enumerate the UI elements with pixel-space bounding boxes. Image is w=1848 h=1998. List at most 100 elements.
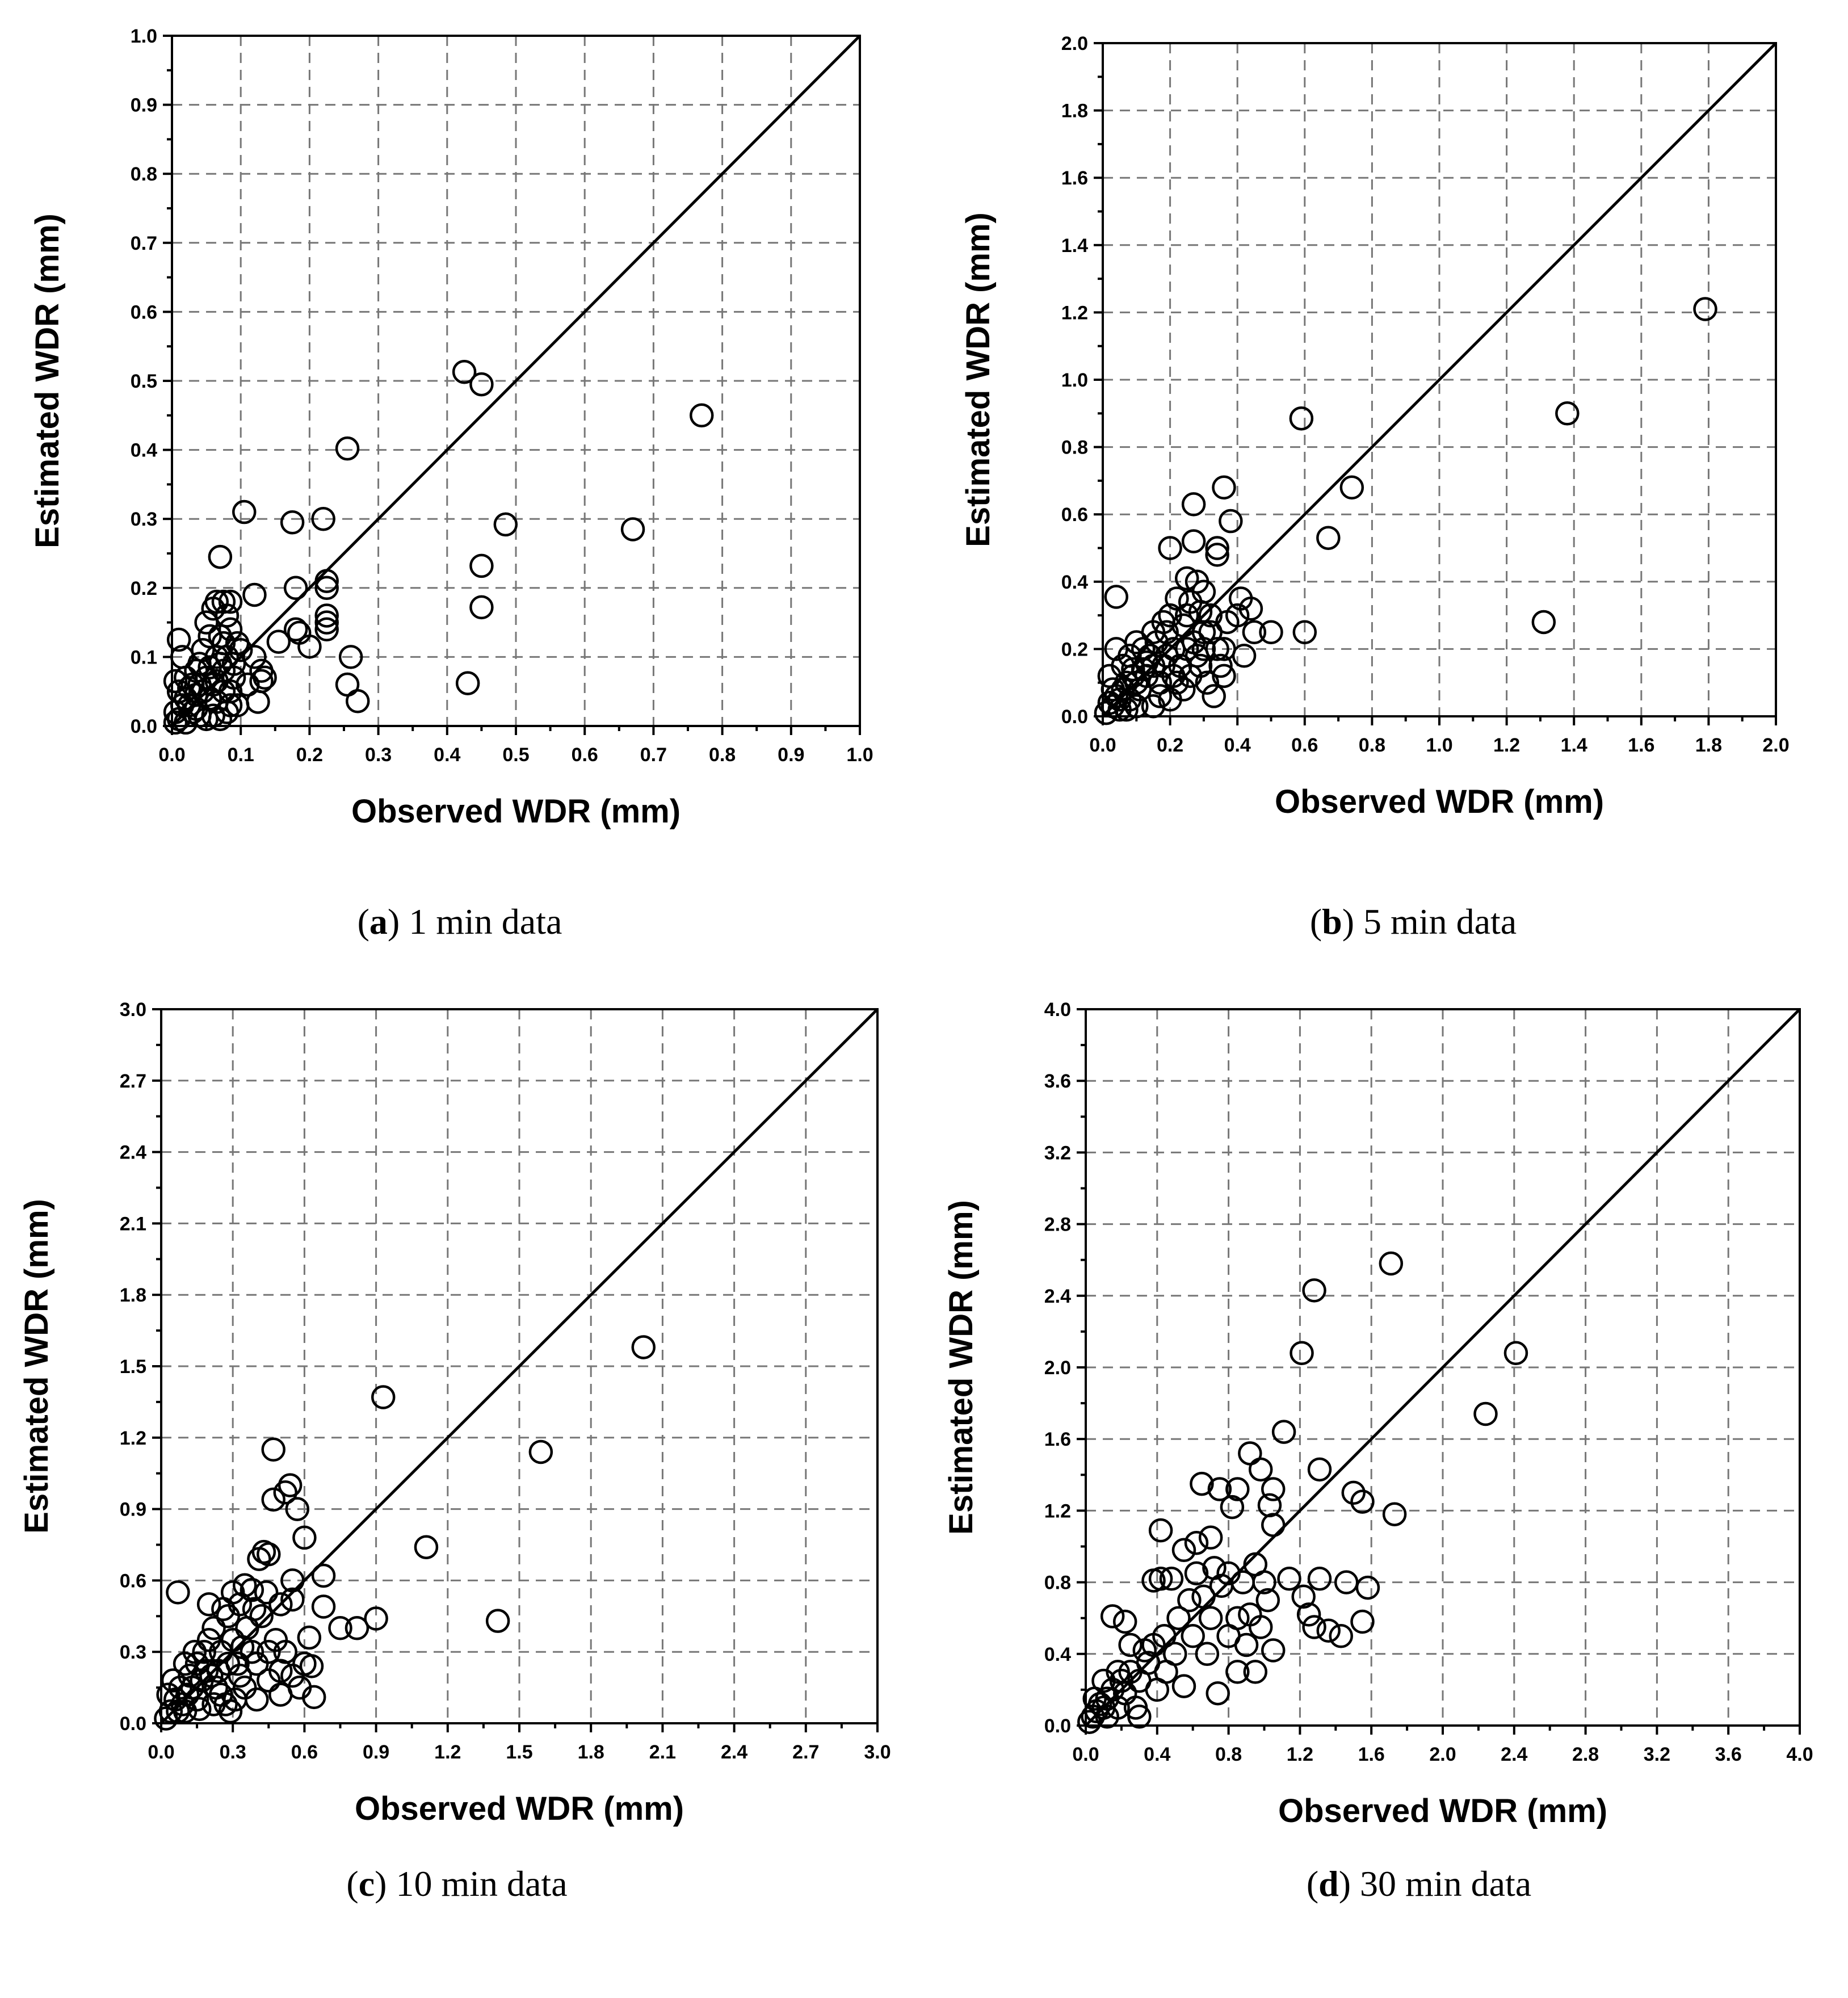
data-point [1171,1674,1196,1698]
data-point [314,576,339,601]
data-point [211,1597,236,1621]
y-tick-label: 1.4 [1061,235,1088,257]
data-point [1290,1341,1314,1366]
data-point [1165,586,1189,611]
data-point [216,1604,241,1628]
x-tick-label: 1.2 [1493,734,1520,756]
data-point [1177,1588,1202,1613]
data-point [1215,610,1240,635]
data-point [245,1687,269,1712]
x-tick-label: 0.8 [709,744,736,766]
data-point [1148,1518,1173,1543]
plot-frame [1085,1008,1801,1727]
y-tick-label: 0.2 [131,578,157,599]
data-point [1118,687,1142,712]
data-point [261,1437,285,1462]
y-tick-label: 0.8 [1044,1572,1071,1594]
data-point [469,595,494,620]
data-point [1184,1561,1209,1586]
data-point [335,436,360,461]
data-point [1148,684,1173,708]
x-tick-label: 0.4 [1144,1744,1170,1765]
data-point [1531,610,1556,635]
one-to-one-line [1102,42,1777,717]
data-point [1225,1606,1250,1630]
data-point [1198,1606,1223,1630]
x-tick-label: 0.4 [434,744,460,766]
data-point [1181,1624,1205,1648]
data-point [166,627,191,652]
data-point [1296,1602,1321,1627]
data-point [1243,1660,1268,1684]
data-point [198,624,222,649]
data-point [1292,620,1317,644]
data-point [1191,1584,1216,1609]
data-point [1350,1609,1375,1634]
data-point [228,637,253,662]
data-point [485,1609,510,1633]
data-point [1104,585,1128,609]
data-point [1261,1477,1286,1501]
data-point [1225,1660,1250,1684]
y-tick-label: 0.0 [120,1713,146,1735]
data-point [1329,1624,1353,1648]
y-tick-label: 0.6 [131,301,157,323]
x-axis-title: Observed WDR (mm) [1278,1793,1607,1829]
x-axis-title: Observed WDR (mm) [355,1790,684,1827]
x-tick-label: 0.6 [1291,734,1318,756]
y-tick-label: 0.0 [131,716,157,737]
y-tick-label: 0.6 [1061,504,1088,526]
data-point [1123,1695,1148,1720]
one-to-one-line [171,35,861,727]
y-tick-label: 2.0 [1044,1357,1071,1379]
data-point [254,1580,279,1605]
data-point [1081,1704,1105,1729]
x-tick-label: 1.2 [434,1741,461,1763]
data-point [1334,1570,1359,1594]
data-point [1307,1567,1332,1591]
y-tick-label: 0.0 [1044,1715,1071,1737]
y-tick-label: 0.5 [131,371,157,392]
plot-frame [160,1008,879,1724]
data-point [1124,694,1149,719]
panel-b: 0.00.0 0.2 0.2 0.4 0.4 0.6 0.6 0.8 0.8 1.0 1.0 1.2 1… [960,33,1790,942]
data-point [168,1675,192,1700]
y-tick-label: 0.4 [131,440,157,461]
data-point [184,696,208,721]
data-point [1503,1341,1528,1366]
data-point [314,617,339,642]
x-tick-label: 1.0 [1426,734,1452,756]
data-point [455,671,480,695]
data-point [1693,297,1717,321]
data-point [469,553,494,578]
y-tick-label: 1.8 [120,1285,146,1306]
y-tick-label: 0.1 [131,647,157,668]
data-point [1277,1567,1301,1591]
panel-d: 0.00.0 0.4 0.4 0.8 0.8 1.2 1.2 1.6 1.6 2.0 2.0 2.4 2… [943,999,1813,1904]
data-point [1100,1604,1125,1628]
panel-caption: (d) 30 min data [1307,1863,1531,1904]
data-point [287,1675,312,1700]
data-point [297,1625,322,1650]
data-point [345,689,370,713]
data-point [1228,586,1253,611]
data-point [187,1697,212,1722]
data-point [182,1639,207,1664]
data-point [245,1651,269,1676]
data-point [1152,1624,1177,1648]
x-tick-label: 2.4 [1501,1744,1527,1765]
data-point [170,645,195,669]
data-point [218,589,243,614]
y-tick-label: 1.5 [120,1356,146,1378]
data-point [1198,1525,1223,1550]
data-point [1101,694,1125,719]
data-point [1248,1457,1273,1482]
x-tick-label: 1.5 [506,1741,532,1763]
data-point [1232,644,1257,668]
data-point [177,675,201,700]
y-tick-label: 1.2 [1044,1500,1071,1522]
data-point [215,603,240,628]
data-point [218,1699,243,1724]
data-point [1141,1568,1166,1593]
data-point [283,576,308,601]
